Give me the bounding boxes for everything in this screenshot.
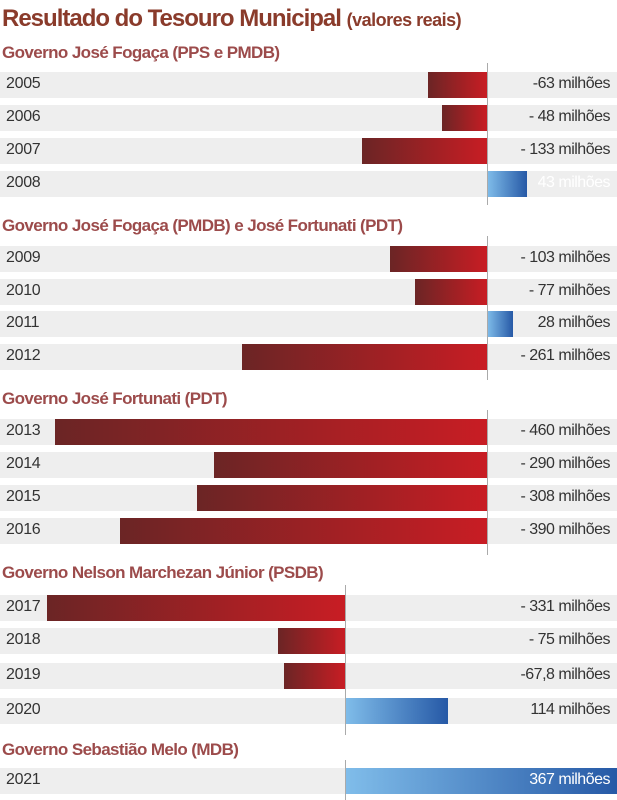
chart-row-2007: 2007 - 133 milhões: [0, 138, 617, 164]
value-label: 28 milhões: [537, 314, 611, 331]
year-label: 2012: [6, 347, 41, 364]
year-label: 2006: [6, 108, 41, 125]
chart-row-2008: 2008 43 milhões: [0, 171, 617, 197]
value-label: - 48 milhões: [528, 108, 611, 125]
year-label: 2005: [6, 75, 41, 92]
zero-axis-line: [487, 410, 488, 555]
bar-2018: [277, 628, 345, 654]
bar-2005: [427, 72, 487, 98]
chart-row-2021: 2021 367 milhões: [0, 768, 617, 794]
group-heading: Governo José Fogaça (PMDB) e José Fortun…: [2, 216, 403, 235]
bar-2015: [197, 485, 487, 511]
chart-row-2016: 2016 - 390 milhões: [0, 518, 617, 544]
year-label: 2009: [6, 249, 41, 266]
zero-axis-line: [345, 585, 346, 735]
bar-2013: [54, 419, 487, 445]
chart-row-2011: 2011 28 milhões: [0, 311, 617, 337]
group-heading: Governo Sebastião Melo (MDB): [2, 740, 239, 759]
year-label: 2016: [6, 521, 41, 538]
value-label: - 390 milhões: [520, 521, 610, 538]
chart-row-2019: 2019 -67,8 milhões: [0, 663, 617, 689]
title-main: Resultado do Tesouro Municipal: [2, 5, 342, 32]
year-label: 2007: [6, 141, 41, 158]
value-label: 367 milhões: [529, 771, 610, 788]
bar-2019: [283, 663, 345, 689]
chart-row-2006: 2006 - 48 milhões: [0, 105, 617, 131]
year-label: 2013: [6, 422, 41, 439]
year-label: 2019: [6, 666, 41, 683]
value-label: -63 milhões: [532, 75, 611, 92]
value-label: - 290 milhões: [520, 455, 610, 472]
chart-title: Resultado do Tesouro Municipal (valores …: [2, 5, 462, 33]
bar-2016: [120, 518, 487, 544]
group-heading: Governo Nelson Marchezan Júnior (PSDB): [2, 563, 324, 582]
chart-row-2012: 2012 - 261 milhões: [0, 344, 617, 370]
zero-axis-line: [345, 760, 346, 800]
chart-row-2010: 2010 - 77 milhões: [0, 279, 617, 305]
year-label: 2018: [6, 631, 41, 648]
bar-2009: [390, 246, 487, 272]
value-label: - 308 milhões: [520, 488, 610, 505]
year-label: 2008: [6, 174, 41, 191]
year-label: 2010: [6, 282, 41, 299]
chart-row-2009: 2009 - 103 milhões: [0, 246, 617, 272]
value-label: - 133 milhões: [520, 141, 610, 158]
value-label: - 77 milhões: [528, 282, 611, 299]
value-label: - 75 milhões: [528, 631, 611, 648]
year-label: 2021: [6, 771, 41, 788]
value-label: - 460 milhões: [520, 422, 610, 439]
year-label: 2014: [6, 455, 41, 472]
bar-2017: [47, 595, 345, 621]
chart-row-2014: 2014 - 290 milhões: [0, 452, 617, 478]
value-label: -67,8 milhões: [520, 666, 610, 683]
value-label: - 261 milhões: [520, 347, 610, 364]
year-label: 2015: [6, 488, 41, 505]
group-heading: Governo José Fogaça (PPS e PMDB): [2, 43, 280, 62]
bar-2011: [487, 311, 514, 337]
bar-2007: [361, 138, 487, 164]
value-label: 114 milhões: [530, 701, 610, 718]
chart-row-2020: 2020 114 milhões: [0, 698, 617, 724]
title-note: (valores reais): [346, 10, 462, 30]
chart-row-2005: 2005 -63 milhões: [0, 72, 617, 98]
year-label: 2011: [6, 314, 40, 331]
bar-2014: [214, 452, 487, 478]
zero-axis-line: [487, 236, 488, 380]
group-heading: Governo José Fortunati (PDT): [2, 389, 228, 408]
bar-2020: [345, 698, 448, 724]
value-label: 43 milhões: [537, 174, 611, 191]
bar-2021: [345, 768, 617, 794]
chart-row-2017: 2017 - 331 milhões: [0, 595, 617, 621]
bar-2010: [414, 279, 487, 305]
year-label: 2017: [6, 598, 41, 615]
zero-axis-line: [487, 63, 488, 205]
chart-row-2013: 2013 - 460 milhões: [0, 419, 617, 445]
chart-row-2018: 2018 - 75 milhões: [0, 628, 617, 654]
bar-2006: [441, 105, 487, 131]
value-label: - 103 milhões: [520, 249, 610, 266]
chart-row-2015: 2015 - 308 milhões: [0, 485, 617, 511]
bar-2008: [487, 171, 528, 197]
bar-2012: [241, 344, 487, 370]
value-label: - 331 milhões: [520, 598, 610, 615]
year-label: 2020: [6, 701, 41, 718]
